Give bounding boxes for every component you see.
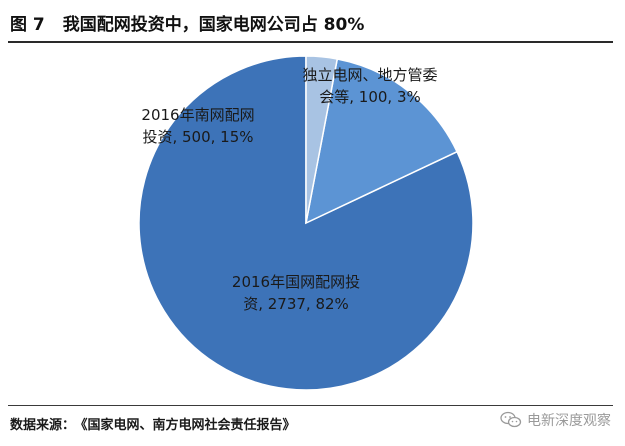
source-label: 数据来源： bbox=[10, 418, 76, 433]
wechat-icon bbox=[500, 411, 522, 429]
source-text: 《国家电网、南方电网社会责任报告》 bbox=[81, 418, 296, 433]
pie-chart: 2016年国网配网投资, 2737, 82% 2016年南网配网投资, 500, … bbox=[138, 55, 474, 391]
slice-label-2: 2016年南网配网投资, 500, 15% bbox=[141, 106, 254, 146]
watermark: 电新深度观察 bbox=[500, 410, 611, 430]
figure-title-text: 我国配网投资中，国家电网公司占 80% bbox=[62, 15, 365, 35]
pie-slice-2 bbox=[304, 58, 459, 225]
figure-number: 图 7 bbox=[10, 15, 45, 35]
slice-label-3: 独立电网、地方管委会等, 100, 3% bbox=[302, 66, 437, 106]
pie-labels: 2016年国网配网投资, 2737, 82% 2016年南网配网投资, 500, … bbox=[141, 66, 437, 313]
source-rule bbox=[8, 405, 613, 406]
watermark-text: 电新深度观察 bbox=[527, 413, 611, 429]
figure-title: 图 7 我国配网投资中，国家电网公司占 80% bbox=[10, 10, 364, 35]
title-rule bbox=[8, 41, 613, 43]
source-note: 数据来源： 《国家电网、南方电网社会责任报告》 bbox=[10, 414, 296, 433]
slice-label-1: 2016年国网配网投资, 2737, 82% bbox=[232, 273, 360, 313]
pie-slice-3 bbox=[305, 55, 339, 224]
pie-slices bbox=[138, 55, 474, 391]
